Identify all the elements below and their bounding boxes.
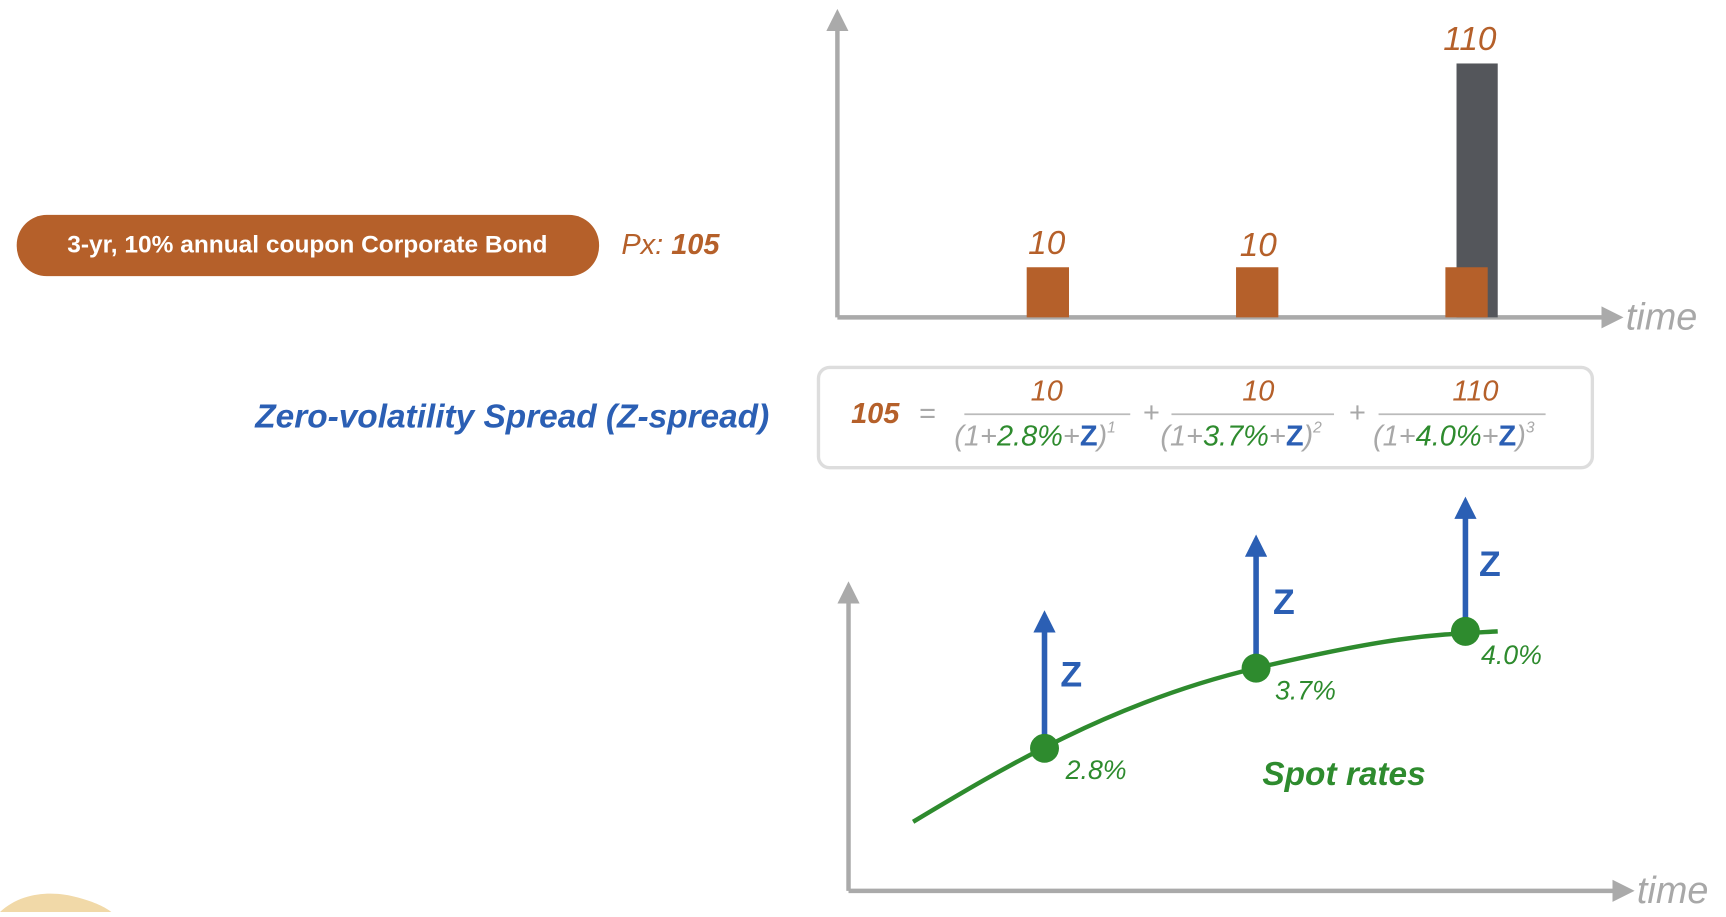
z: Z (1499, 420, 1517, 452)
close: ) (1095, 420, 1108, 452)
z-label: Z (1479, 544, 1501, 584)
plus: + (1063, 420, 1080, 452)
rate: 3.7% (1203, 420, 1269, 452)
axis-label: time (1637, 870, 1709, 912)
close: ) (1513, 420, 1526, 452)
rate-label: 4.0% (1481, 640, 1542, 670)
cashflow-label: 10 (1240, 227, 1278, 264)
numerator: 10 (1031, 376, 1063, 408)
open: (1+ (1160, 420, 1203, 452)
cashflow-label: 10 (1028, 225, 1066, 262)
spot-point (1241, 653, 1271, 683)
title: Zero-volatility Spread (Z-spread) (254, 399, 769, 436)
price-value: 105 (671, 229, 720, 261)
spot-point (1030, 733, 1059, 763)
plus: + (1482, 420, 1499, 452)
numerator: 110 (1452, 376, 1498, 408)
bond-label: 3-yr, 10% annual coupon Corporate Bond (67, 232, 547, 259)
rate: 2.8% (996, 420, 1063, 452)
coupon-bar (1026, 267, 1070, 318)
close: ) (1301, 420, 1314, 452)
exponent: 3 (1526, 420, 1535, 437)
z-label: Z (1273, 582, 1295, 622)
numerator: 10 (1242, 376, 1274, 408)
denominator: (1+4.0%+Z)3 (1373, 420, 1535, 452)
spot-curve (911, 629, 1498, 824)
rate: 4.0% (1416, 420, 1482, 452)
plus: + (1143, 397, 1160, 429)
coupon-bar (1236, 267, 1279, 318)
bond-pill (16, 214, 600, 277)
plus: + (1349, 397, 1366, 429)
cashflow-label: 110 (1443, 21, 1497, 58)
spot-point (1450, 616, 1480, 646)
logo-shape (0, 893, 112, 912)
z-label: Z (1060, 654, 1082, 694)
exponent: 1 (1107, 420, 1116, 437)
rate-label: 3.7% (1275, 676, 1336, 706)
open: (1+ (1373, 420, 1416, 452)
formula-box (816, 365, 1595, 470)
curve-label: Spot rates (1262, 756, 1425, 793)
open: (1+ (954, 420, 997, 452)
exponent: 2 (1312, 420, 1322, 437)
axis-label: time (1626, 297, 1698, 339)
price-label: Px: (621, 229, 663, 261)
denominator: (1+3.7%+Z)2 (1160, 420, 1322, 452)
z: Z (1080, 420, 1098, 452)
formula-price: 105 (851, 398, 900, 430)
price: Px: 105 (621, 229, 720, 261)
plus: + (1269, 420, 1286, 452)
z: Z (1286, 420, 1304, 452)
coupon-bar (1445, 267, 1488, 318)
denominator: (1+2.8%+Z)1 (954, 420, 1116, 452)
rate-label: 2.8% (1065, 755, 1127, 785)
equals: = (919, 398, 936, 430)
